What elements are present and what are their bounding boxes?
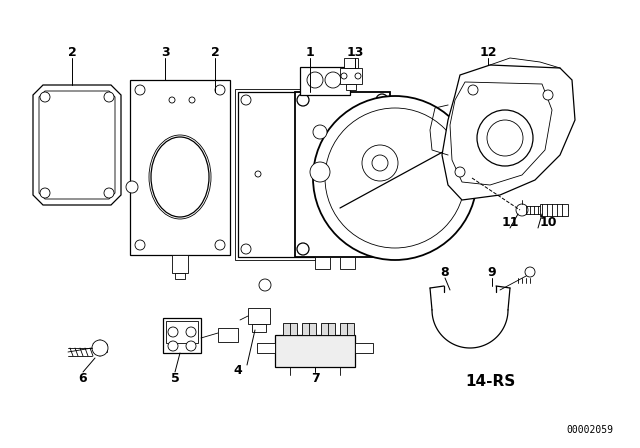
Text: 5: 5 [171, 371, 179, 384]
Circle shape [325, 108, 465, 248]
Circle shape [92, 340, 108, 356]
Circle shape [297, 94, 309, 106]
Circle shape [487, 120, 523, 156]
Circle shape [525, 267, 535, 277]
Bar [238, 92, 323, 257]
Bar [340, 257, 355, 269]
Text: 14-RS: 14-RS [465, 375, 515, 389]
Bar [302, 323, 316, 335]
Circle shape [310, 244, 320, 254]
Bar [295, 92, 390, 257]
Circle shape [215, 85, 225, 95]
Bar [172, 255, 188, 273]
Circle shape [477, 110, 533, 166]
Circle shape [135, 240, 145, 250]
Circle shape [297, 243, 309, 255]
Bar [355, 343, 373, 353]
Text: 9: 9 [488, 266, 496, 279]
Circle shape [468, 85, 478, 95]
Circle shape [516, 204, 528, 216]
Bar [340, 68, 362, 84]
Circle shape [362, 145, 398, 181]
Bar [540, 204, 568, 216]
Circle shape [168, 341, 178, 351]
Text: 1: 1 [306, 46, 314, 59]
Bar [275, 335, 355, 367]
Circle shape [313, 125, 327, 139]
Circle shape [241, 95, 251, 105]
Text: 13: 13 [346, 46, 364, 59]
Text: 6: 6 [79, 371, 87, 384]
Circle shape [40, 188, 50, 198]
Circle shape [189, 97, 195, 103]
Bar [235, 89, 326, 260]
Bar [315, 257, 330, 269]
Bar [252, 324, 266, 332]
Circle shape [376, 243, 388, 255]
Bar [283, 323, 297, 335]
Bar [218, 328, 238, 342]
Text: 12: 12 [479, 46, 497, 59]
Circle shape [241, 244, 251, 254]
Bar [344, 58, 358, 68]
Circle shape [215, 240, 225, 250]
Circle shape [310, 95, 320, 105]
Circle shape [543, 90, 553, 100]
Polygon shape [442, 65, 575, 200]
Circle shape [455, 167, 465, 177]
Circle shape [135, 85, 145, 95]
Circle shape [325, 72, 341, 88]
Text: 4: 4 [234, 363, 243, 376]
Text: 11: 11 [501, 215, 519, 228]
Bar [340, 323, 354, 335]
Circle shape [169, 97, 175, 103]
Circle shape [186, 341, 196, 351]
Circle shape [307, 72, 323, 88]
Text: 7: 7 [310, 371, 319, 384]
Circle shape [40, 92, 50, 102]
Bar [321, 323, 335, 335]
Text: 3: 3 [161, 46, 170, 59]
Text: 2: 2 [68, 46, 76, 59]
Polygon shape [33, 85, 121, 205]
Circle shape [376, 94, 388, 106]
Circle shape [310, 162, 330, 182]
Circle shape [372, 155, 388, 171]
Text: 2: 2 [211, 46, 220, 59]
Circle shape [126, 181, 138, 193]
Text: 00002059: 00002059 [566, 425, 614, 435]
Ellipse shape [151, 137, 209, 217]
Text: 8: 8 [441, 266, 449, 279]
Circle shape [341, 73, 347, 79]
Text: 10: 10 [540, 215, 557, 228]
Circle shape [300, 171, 306, 177]
Circle shape [313, 96, 477, 260]
Bar [248, 308, 270, 324]
Circle shape [259, 279, 271, 291]
Bar [300, 67, 350, 95]
Bar [130, 80, 230, 255]
Circle shape [104, 188, 114, 198]
Bar [257, 343, 275, 353]
Bar [163, 318, 201, 353]
Circle shape [355, 73, 361, 79]
Circle shape [104, 92, 114, 102]
Bar [346, 84, 356, 90]
Circle shape [186, 327, 196, 337]
Circle shape [168, 327, 178, 337]
Bar [175, 273, 185, 279]
Bar [166, 321, 198, 343]
Circle shape [255, 171, 261, 177]
